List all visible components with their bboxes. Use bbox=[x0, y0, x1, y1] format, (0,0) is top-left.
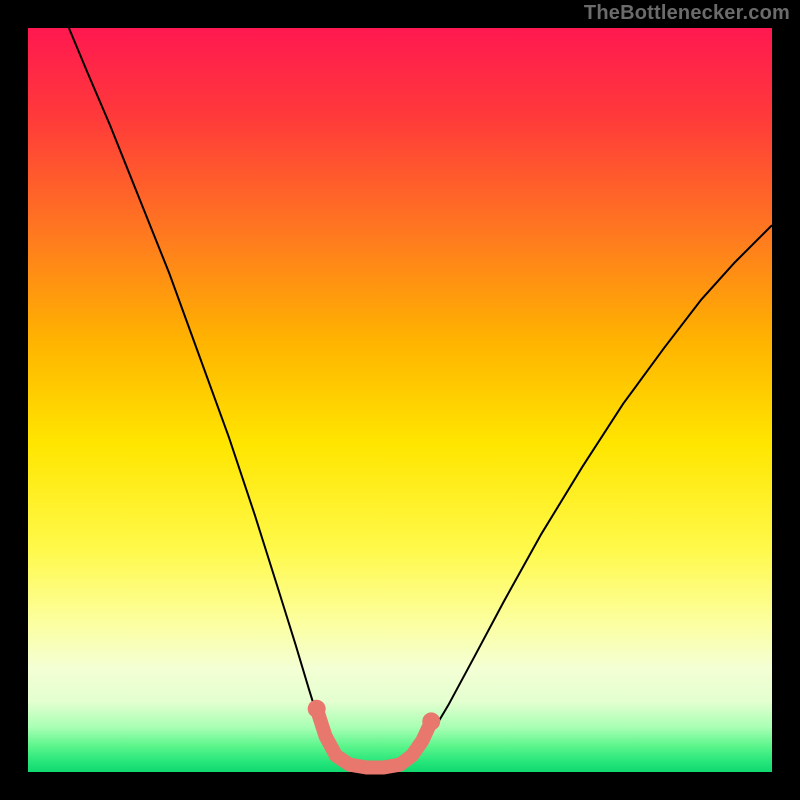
watermark-text: TheBottlenecker.com bbox=[584, 2, 790, 25]
gradient-background bbox=[28, 28, 772, 772]
chart-svg bbox=[28, 28, 772, 772]
plot-area bbox=[28, 28, 772, 772]
chart-frame: TheBottlenecker.com bbox=[0, 0, 800, 800]
